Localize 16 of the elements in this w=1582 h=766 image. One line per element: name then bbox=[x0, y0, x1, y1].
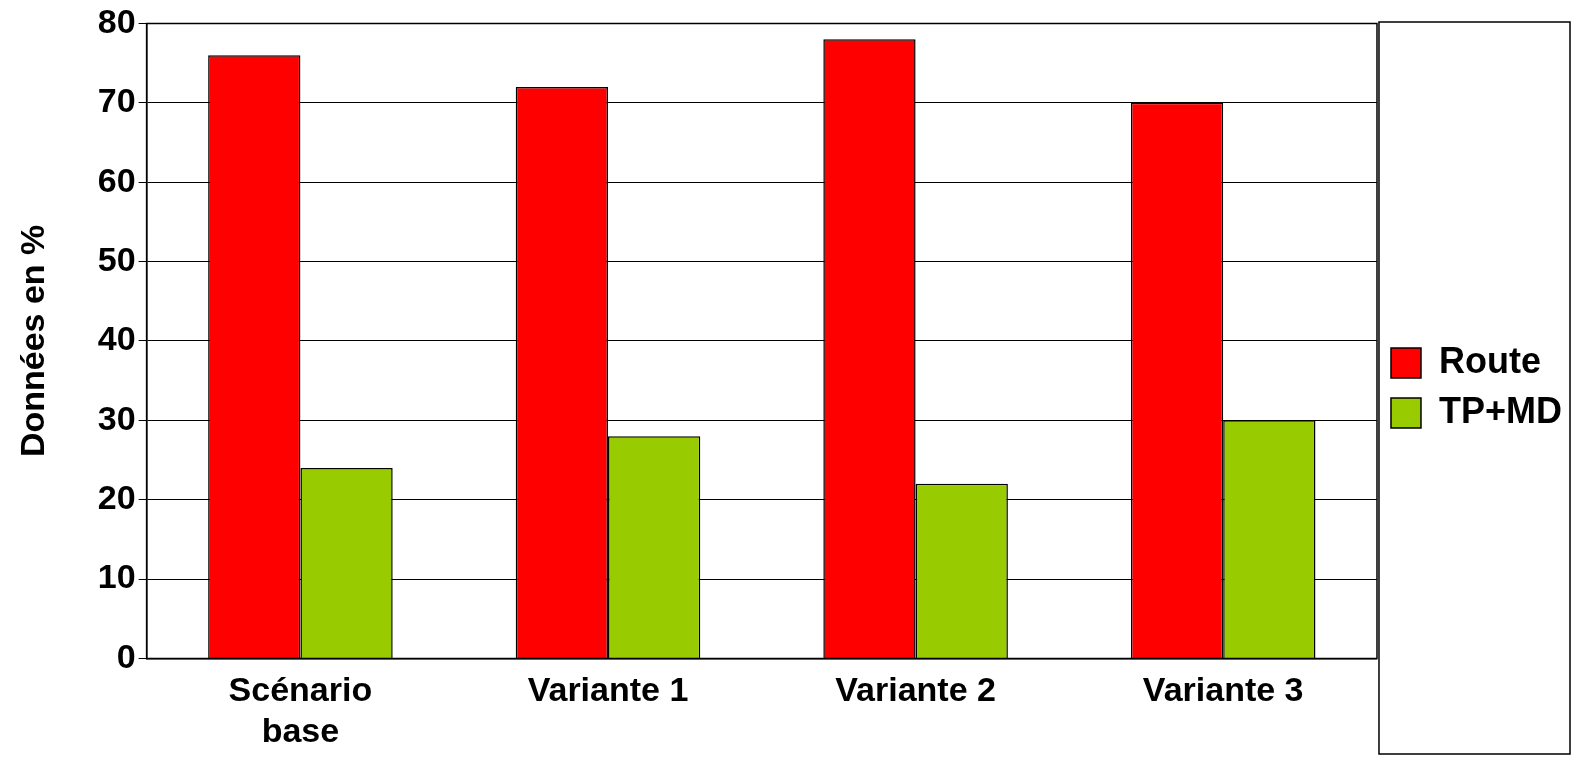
y-tick-label: 70 bbox=[97, 81, 136, 120]
y-tick-label: 30 bbox=[97, 398, 136, 437]
legend-label: Route bbox=[1438, 339, 1541, 381]
y-axis-title: Données en % bbox=[12, 224, 51, 458]
y-tick-label: 40 bbox=[97, 319, 136, 358]
y-tick-label: 0 bbox=[116, 636, 136, 675]
x-tick-label: Variante 2 bbox=[835, 670, 996, 709]
y-tick-label: 50 bbox=[97, 239, 136, 278]
x-tick-label: Variante 1 bbox=[527, 670, 689, 709]
x-tick-label: Variante 3 bbox=[1142, 670, 1304, 709]
y-tick-label: 10 bbox=[97, 557, 136, 596]
legend-label: TP+MD bbox=[1438, 389, 1562, 431]
x-tick-label: Scénario base bbox=[228, 670, 373, 749]
y-tick-label: 60 bbox=[97, 160, 136, 199]
y-tick-label: 20 bbox=[97, 478, 136, 517]
y-tick-label: 80 bbox=[97, 1, 136, 40]
